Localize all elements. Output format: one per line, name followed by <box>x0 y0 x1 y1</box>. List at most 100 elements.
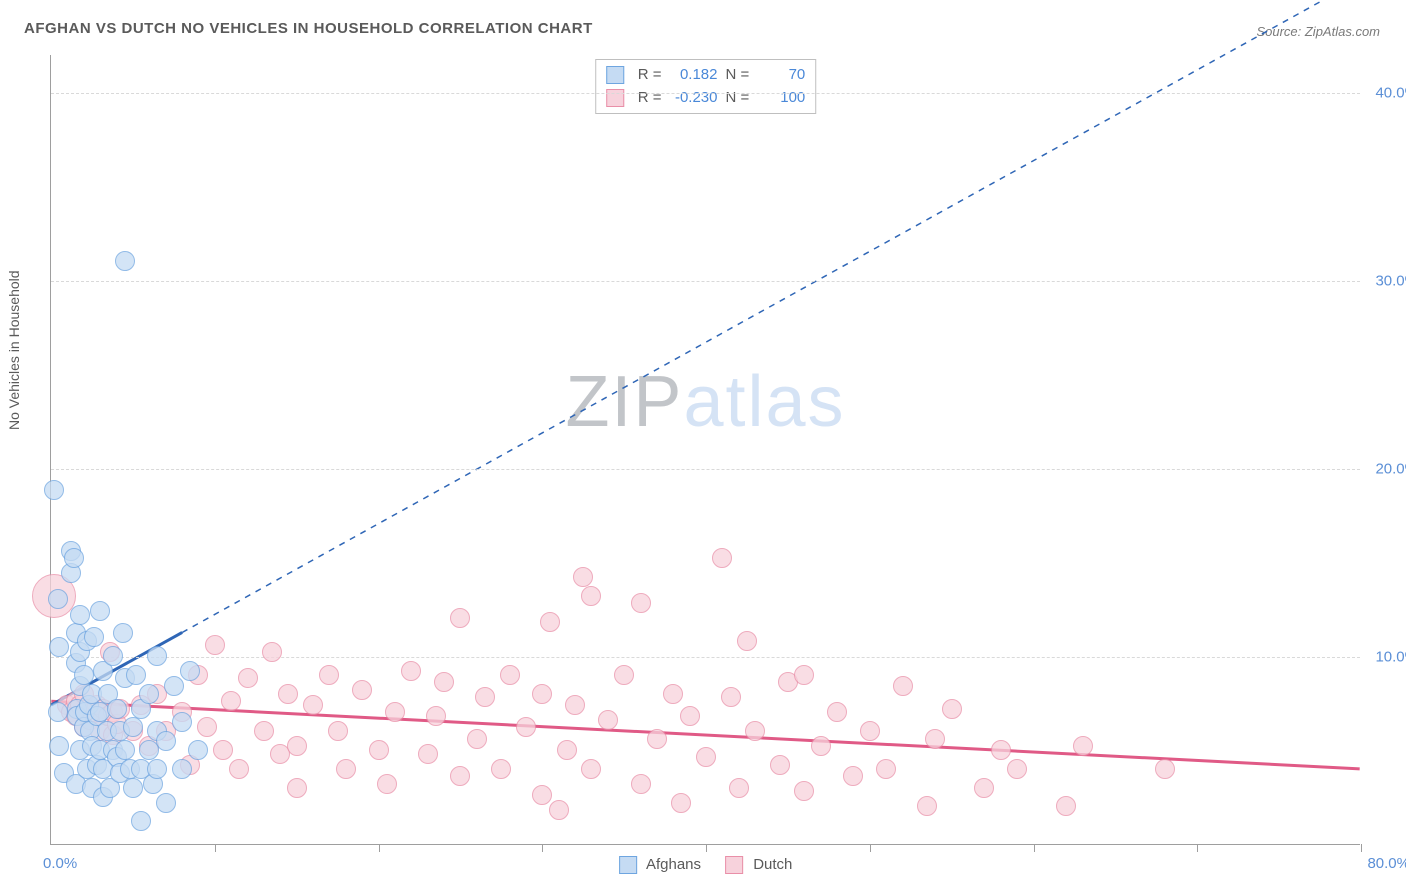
chart-title: AFGHAN VS DUTCH NO VEHICLES IN HOUSEHOLD… <box>24 20 593 37</box>
dutch-point <box>860 721 880 741</box>
afghans-point <box>156 793 176 813</box>
afghans-point <box>49 736 69 756</box>
dutch-point <box>557 740 577 760</box>
dutch-point <box>663 684 683 704</box>
dutch-point <box>213 740 233 760</box>
gridline <box>51 93 1360 94</box>
dutch-point <box>843 766 863 786</box>
dutch-point <box>1073 736 1093 756</box>
afghans-point <box>115 740 135 760</box>
afghans-point <box>172 759 192 779</box>
dutch-point <box>876 759 896 779</box>
dutch-point <box>631 593 651 613</box>
dutch-point <box>540 612 560 632</box>
dutch-point <box>671 793 691 813</box>
gridline <box>51 657 1360 658</box>
afghans-point <box>84 627 104 647</box>
dutch-point <box>319 665 339 685</box>
afghans-point <box>48 702 68 722</box>
dutch-point <box>532 785 552 805</box>
afghans-point <box>64 548 84 568</box>
dutch-point <box>221 691 241 711</box>
dutch-point <box>205 635 225 655</box>
legend-item-dutch: Dutch <box>725 856 792 874</box>
dutch-point <box>598 710 618 730</box>
dutch-point <box>336 759 356 779</box>
r-label: R = <box>638 64 662 87</box>
dutch-point <box>467 729 487 749</box>
afghans-point <box>49 637 69 657</box>
dutch-point <box>794 665 814 685</box>
dutch-point <box>238 668 258 688</box>
dutch-point <box>565 695 585 715</box>
dutch-point <box>680 706 700 726</box>
afghans-point <box>48 589 68 609</box>
stats-row-dutch: R = -0.230 N = 100 <box>606 87 806 110</box>
swatch-dutch-icon <box>606 89 624 107</box>
swatch-dutch-icon <box>725 856 743 874</box>
dutch-point <box>712 548 732 568</box>
n-label: N = <box>726 87 750 110</box>
dutch-point <box>631 774 651 794</box>
legend: Afghans Dutch <box>619 856 793 874</box>
afghans-point <box>156 731 176 751</box>
n-value-afghans: 70 <box>757 64 805 87</box>
dutch-point <box>925 729 945 749</box>
dutch-point <box>745 721 765 741</box>
y-tick-label: 20.0% <box>1375 460 1406 477</box>
x-tick <box>1034 844 1035 852</box>
dutch-point <box>942 699 962 719</box>
dutch-point <box>352 680 372 700</box>
dutch-point <box>532 684 552 704</box>
dutch-point <box>1007 759 1027 779</box>
gridline <box>51 469 1360 470</box>
afghans-point <box>180 661 200 681</box>
legend-label-dutch: Dutch <box>753 856 792 873</box>
dutch-point <box>287 778 307 798</box>
swatch-afghans-icon <box>606 66 624 84</box>
dutch-point <box>1056 796 1076 816</box>
afghans-point <box>123 778 143 798</box>
dutch-point <box>737 631 757 651</box>
dutch-point <box>385 702 405 722</box>
dutch-point <box>516 717 536 737</box>
dutch-point <box>614 665 634 685</box>
afghans-point <box>103 646 123 666</box>
afghans-point <box>139 684 159 704</box>
dutch-point <box>328 721 348 741</box>
afghans-point <box>90 601 110 621</box>
dutch-point <box>811 736 831 756</box>
correlation-stats-box: R = 0.182 N = 70 R = -0.230 N = 100 <box>595 59 817 114</box>
x-tick <box>1361 844 1362 852</box>
r-value-dutch: -0.230 <box>670 87 718 110</box>
dutch-point <box>721 687 741 707</box>
x-tick <box>542 844 543 852</box>
dutch-point <box>287 736 307 756</box>
x-tick <box>870 844 871 852</box>
y-tick-label: 40.0% <box>1375 84 1406 101</box>
x-tick <box>706 844 707 852</box>
dutch-point <box>917 796 937 816</box>
afghans-point <box>113 623 133 643</box>
dutch-point <box>254 721 274 741</box>
afghans-point <box>172 712 192 732</box>
y-axis-label: No Vehicles in Household <box>6 270 22 430</box>
dutch-point <box>450 766 470 786</box>
r-label: R = <box>638 87 662 110</box>
dutch-point <box>377 774 397 794</box>
x-tick <box>1197 844 1198 852</box>
n-label: N = <box>726 64 750 87</box>
dutch-point <box>794 781 814 801</box>
gridline <box>51 281 1360 282</box>
x-tick <box>215 844 216 852</box>
afghans-point <box>188 740 208 760</box>
plot-area: ZIPatlas R = 0.182 N = 70 R = -0.230 N =… <box>50 55 1360 845</box>
legend-item-afghans: Afghans <box>619 856 701 874</box>
x-axis-end-label: 80.0% <box>1367 855 1406 872</box>
dutch-point <box>581 586 601 606</box>
afghans-point <box>44 480 64 500</box>
n-value-dutch: 100 <box>757 87 805 110</box>
dutch-point <box>827 702 847 722</box>
x-axis-start-label: 0.0% <box>43 855 77 872</box>
afghans-point <box>123 717 143 737</box>
